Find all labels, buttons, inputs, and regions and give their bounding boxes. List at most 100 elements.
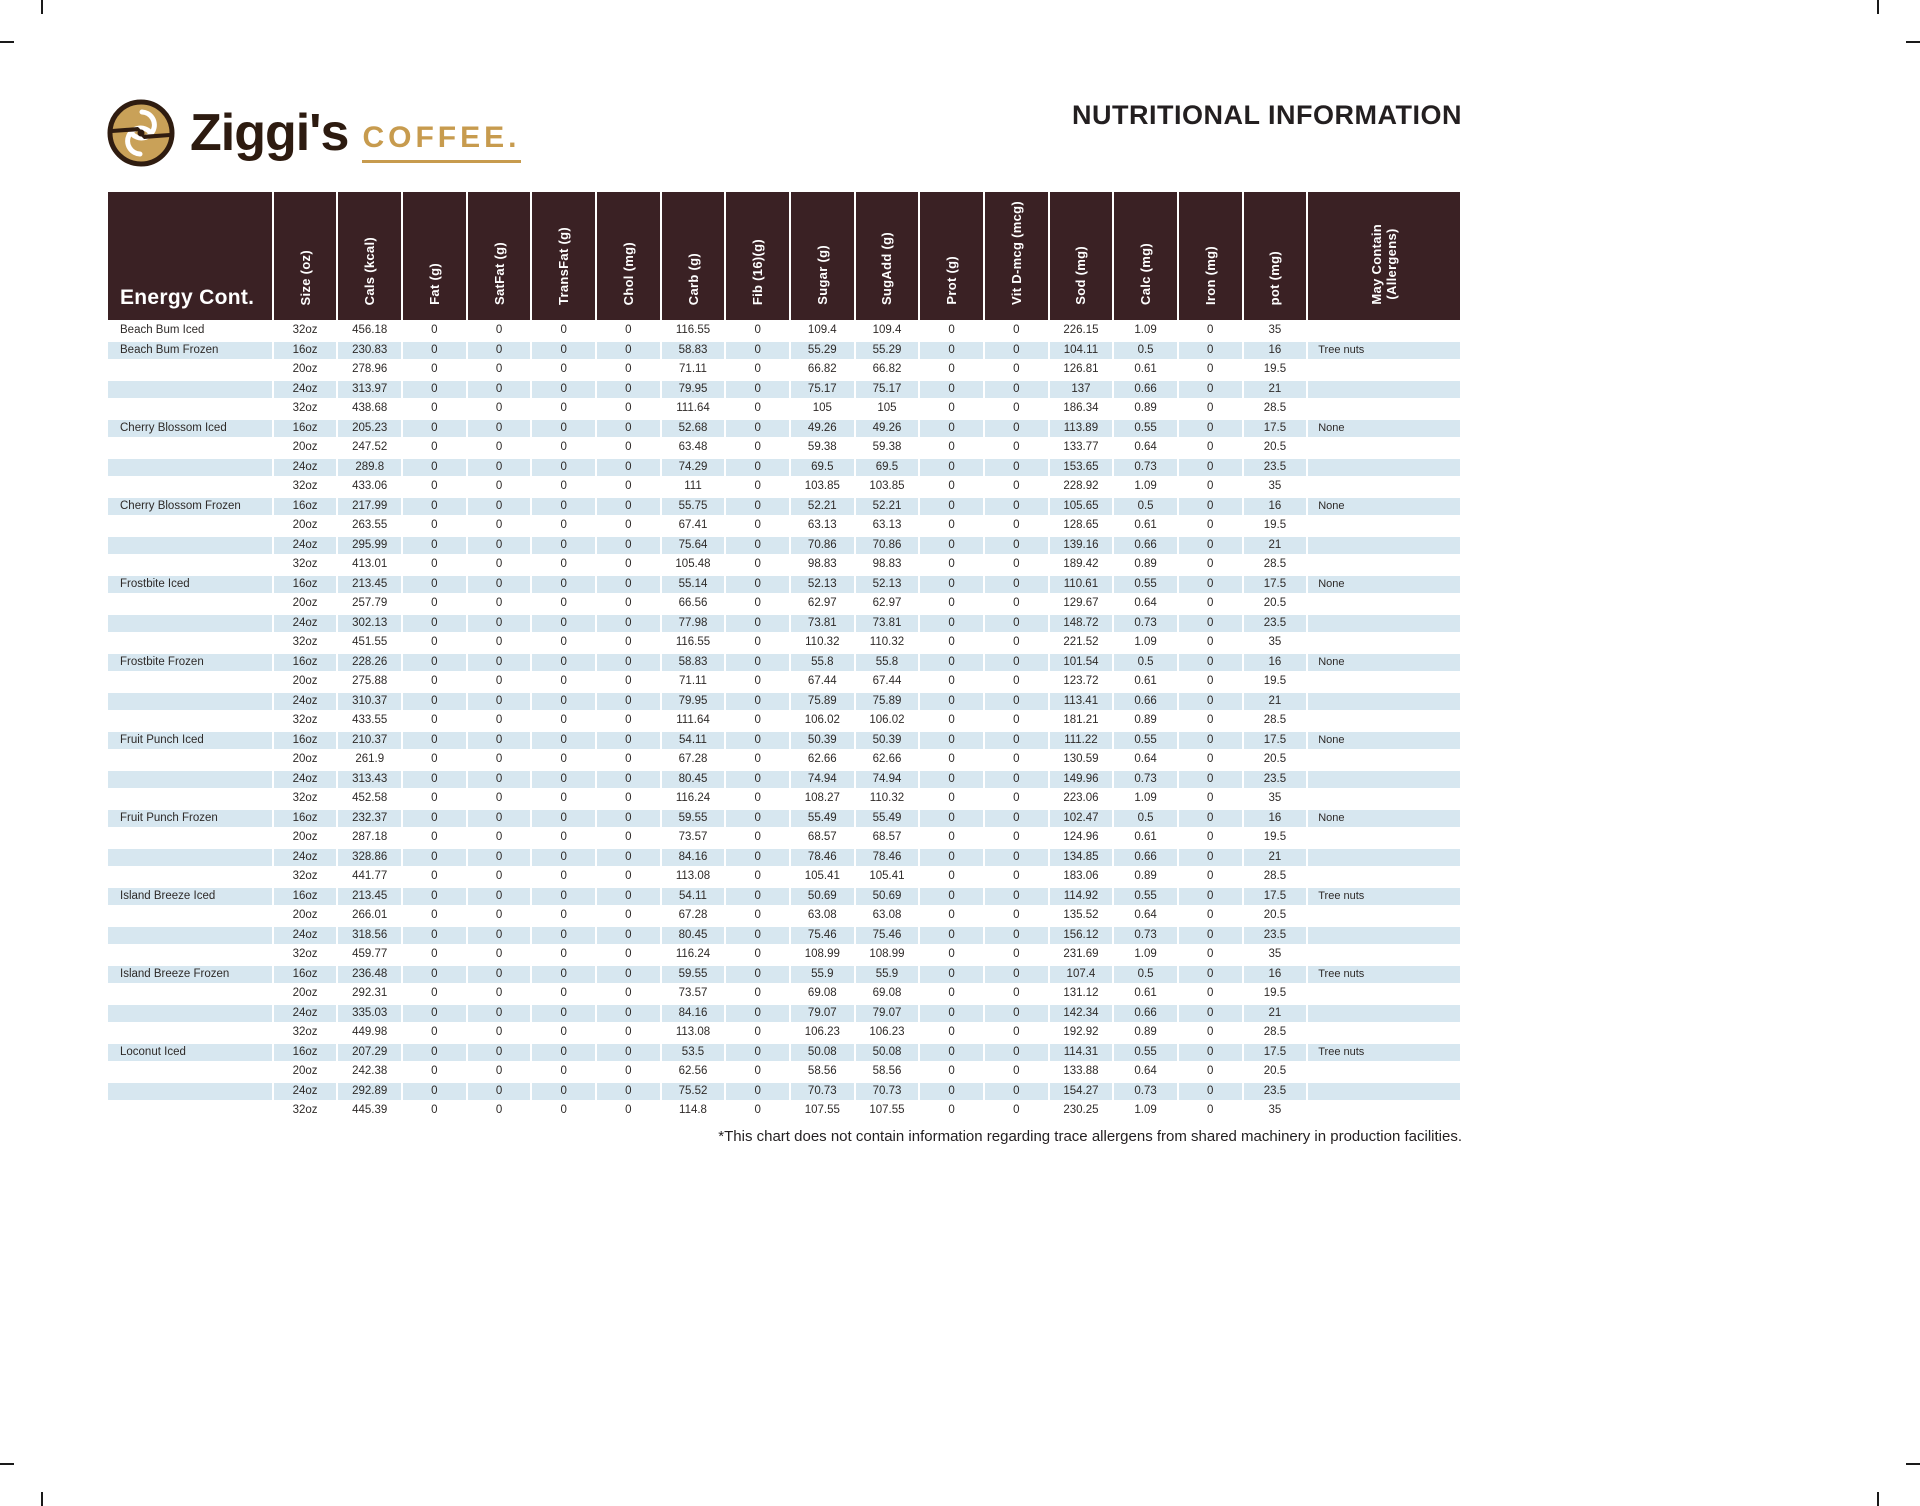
value-cell: 0 (431, 753, 438, 765)
allergens-cell: Tree nuts (1308, 1043, 1460, 1061)
value-cell: 0 (431, 831, 438, 843)
value-cell: 0.61 (1134, 675, 1157, 687)
value-cell: 0 (625, 792, 632, 804)
value-cell: 0 (532, 536, 596, 554)
value-cell: 0 (1207, 636, 1214, 648)
value-cell: 0 (431, 636, 438, 648)
value-cell: 107.55 (804, 1104, 840, 1116)
value-cell: 0 (560, 948, 567, 960)
value-cell: 21 (1243, 848, 1307, 866)
value-cell: 0 (726, 692, 789, 710)
value-cell: 0 (920, 926, 983, 944)
value-cell: 223.06 (1063, 792, 1099, 804)
value-cell: 0.73 (1114, 1082, 1177, 1100)
product-name-cell (108, 361, 272, 379)
value-cell: 156.12 (1049, 926, 1113, 944)
value-cell: 0.66 (1114, 848, 1177, 866)
allergens-cell: Tree nuts (1308, 341, 1460, 359)
value-cell: 0 (754, 441, 761, 453)
table-row: Frostbite Iced 16oz 213.45 0 0 0 0 55.14 0 52.13 5… (108, 575, 1460, 593)
value-cell: 0 (467, 731, 531, 749)
value-cell: 103.85 (804, 480, 840, 492)
size-cell: 20oz (292, 519, 318, 531)
column-header: SugAdd (g) (855, 192, 919, 320)
column-header: Vit D-mcg (mcg) (984, 192, 1048, 320)
value-cell: 20.5 (1263, 441, 1287, 453)
size-cell: 16oz (273, 419, 337, 437)
value-cell: 58.56 (872, 1065, 902, 1077)
value-cell: 0 (560, 597, 567, 609)
value-cell: 0 (1013, 831, 1020, 843)
value-cell: 74.94 (855, 770, 919, 788)
value-cell: 0 (1178, 380, 1242, 398)
value-cell: 110.32 (869, 792, 905, 804)
value-cell: 0 (495, 1026, 503, 1038)
value-cell: 52.21 (855, 497, 919, 515)
value-cell: 69.5 (855, 458, 919, 476)
size-cell: 24oz (273, 1004, 337, 1022)
table-row: 32oz 449.98 0 0 0 0 113.08 0 106.23 106.23 0 0 192.9… (108, 1024, 1460, 1042)
value-cell: 50.39 (790, 731, 854, 749)
value-cell: 80.45 (661, 926, 725, 944)
table-row: Island Breeze Iced 16oz 213.45 0 0 0 0 54.11 0 50… (108, 887, 1460, 905)
size-cell: 20oz (292, 363, 318, 375)
value-cell: 217.99 (338, 497, 402, 515)
value-cell: 106.23 (804, 1026, 840, 1038)
value-cell: 1.09 (1134, 948, 1157, 960)
value-cell: 0 (920, 1004, 983, 1022)
value-cell: 110.32 (869, 636, 905, 648)
value-cell: 69.08 (872, 987, 902, 999)
value-cell: 52.68 (661, 419, 725, 437)
product-name-cell: Beach Bum Frozen (108, 341, 272, 359)
value-cell: 0 (920, 575, 983, 593)
value-cell: 74.94 (790, 770, 854, 788)
value-cell: 0 (920, 653, 983, 671)
value-cell: 0 (431, 1026, 438, 1038)
crop-mark (41, 1492, 43, 1506)
value-cell: 62.97 (807, 597, 837, 609)
value-cell: 0 (431, 909, 438, 921)
product-name-cell: Cherry Blossom Frozen (108, 497, 272, 515)
value-cell: 0 (560, 636, 567, 648)
size-cell: 16oz (273, 887, 337, 905)
value-cell: 0.5 (1114, 653, 1177, 671)
value-cell: 0 (754, 831, 761, 843)
table-row: 32oz 433.55 0 0 0 0 111.64 0 106.02 106.02 0 0 181.2… (108, 712, 1460, 730)
product-name-cell (108, 946, 272, 964)
value-cell: 0 (754, 558, 761, 570)
value-cell: 0 (467, 1082, 531, 1100)
value-cell: 0 (1207, 714, 1214, 726)
value-cell: 257.79 (352, 597, 388, 609)
value-cell: 0 (726, 770, 789, 788)
value-cell: 0.61 (1134, 363, 1157, 375)
table-row: 20oz 287.18 0 0 0 0 73.57 0 68.57 68.57 0 0 124.96 0.… (108, 829, 1460, 847)
value-cell: 0.55 (1114, 575, 1177, 593)
value-cell: 75.64 (661, 536, 725, 554)
column-header: pot (mg) (1243, 192, 1307, 320)
product-name-cell (108, 985, 272, 1003)
value-cell: 0 (495, 753, 503, 765)
value-cell: 0 (948, 1026, 955, 1038)
table-row: Beach Bum Frozen 16oz 230.83 0 0 0 0 58.83 0 55.2… (108, 341, 1460, 359)
table-row: Island Breeze Frozen 16oz 236.48 0 0 0 0 59.55 0… (108, 965, 1460, 983)
value-cell: 0 (560, 831, 567, 843)
value-cell: 23.5 (1243, 926, 1307, 944)
value-cell: 0.66 (1114, 1004, 1177, 1022)
value-cell: 456.18 (352, 324, 388, 336)
value-cell: 0 (1178, 848, 1242, 866)
value-cell: 20.5 (1263, 597, 1287, 609)
product-name-cell (108, 829, 272, 847)
value-cell: 0 (1178, 419, 1242, 437)
value-cell: 0 (403, 653, 466, 671)
value-cell: 242.38 (352, 1065, 388, 1077)
product-name-cell (108, 673, 272, 691)
column-header: Carb (g) (661, 192, 725, 320)
value-cell: 0.55 (1114, 887, 1177, 905)
value-cell: 19.5 (1263, 363, 1287, 375)
column-header: Fib (16)(g) (726, 192, 789, 320)
value-cell: 17.5 (1243, 575, 1307, 593)
value-cell: 230.83 (338, 341, 402, 359)
size-cell: 32oz (292, 714, 318, 726)
value-cell: 0 (431, 714, 438, 726)
value-cell: 107.4 (1049, 965, 1113, 983)
